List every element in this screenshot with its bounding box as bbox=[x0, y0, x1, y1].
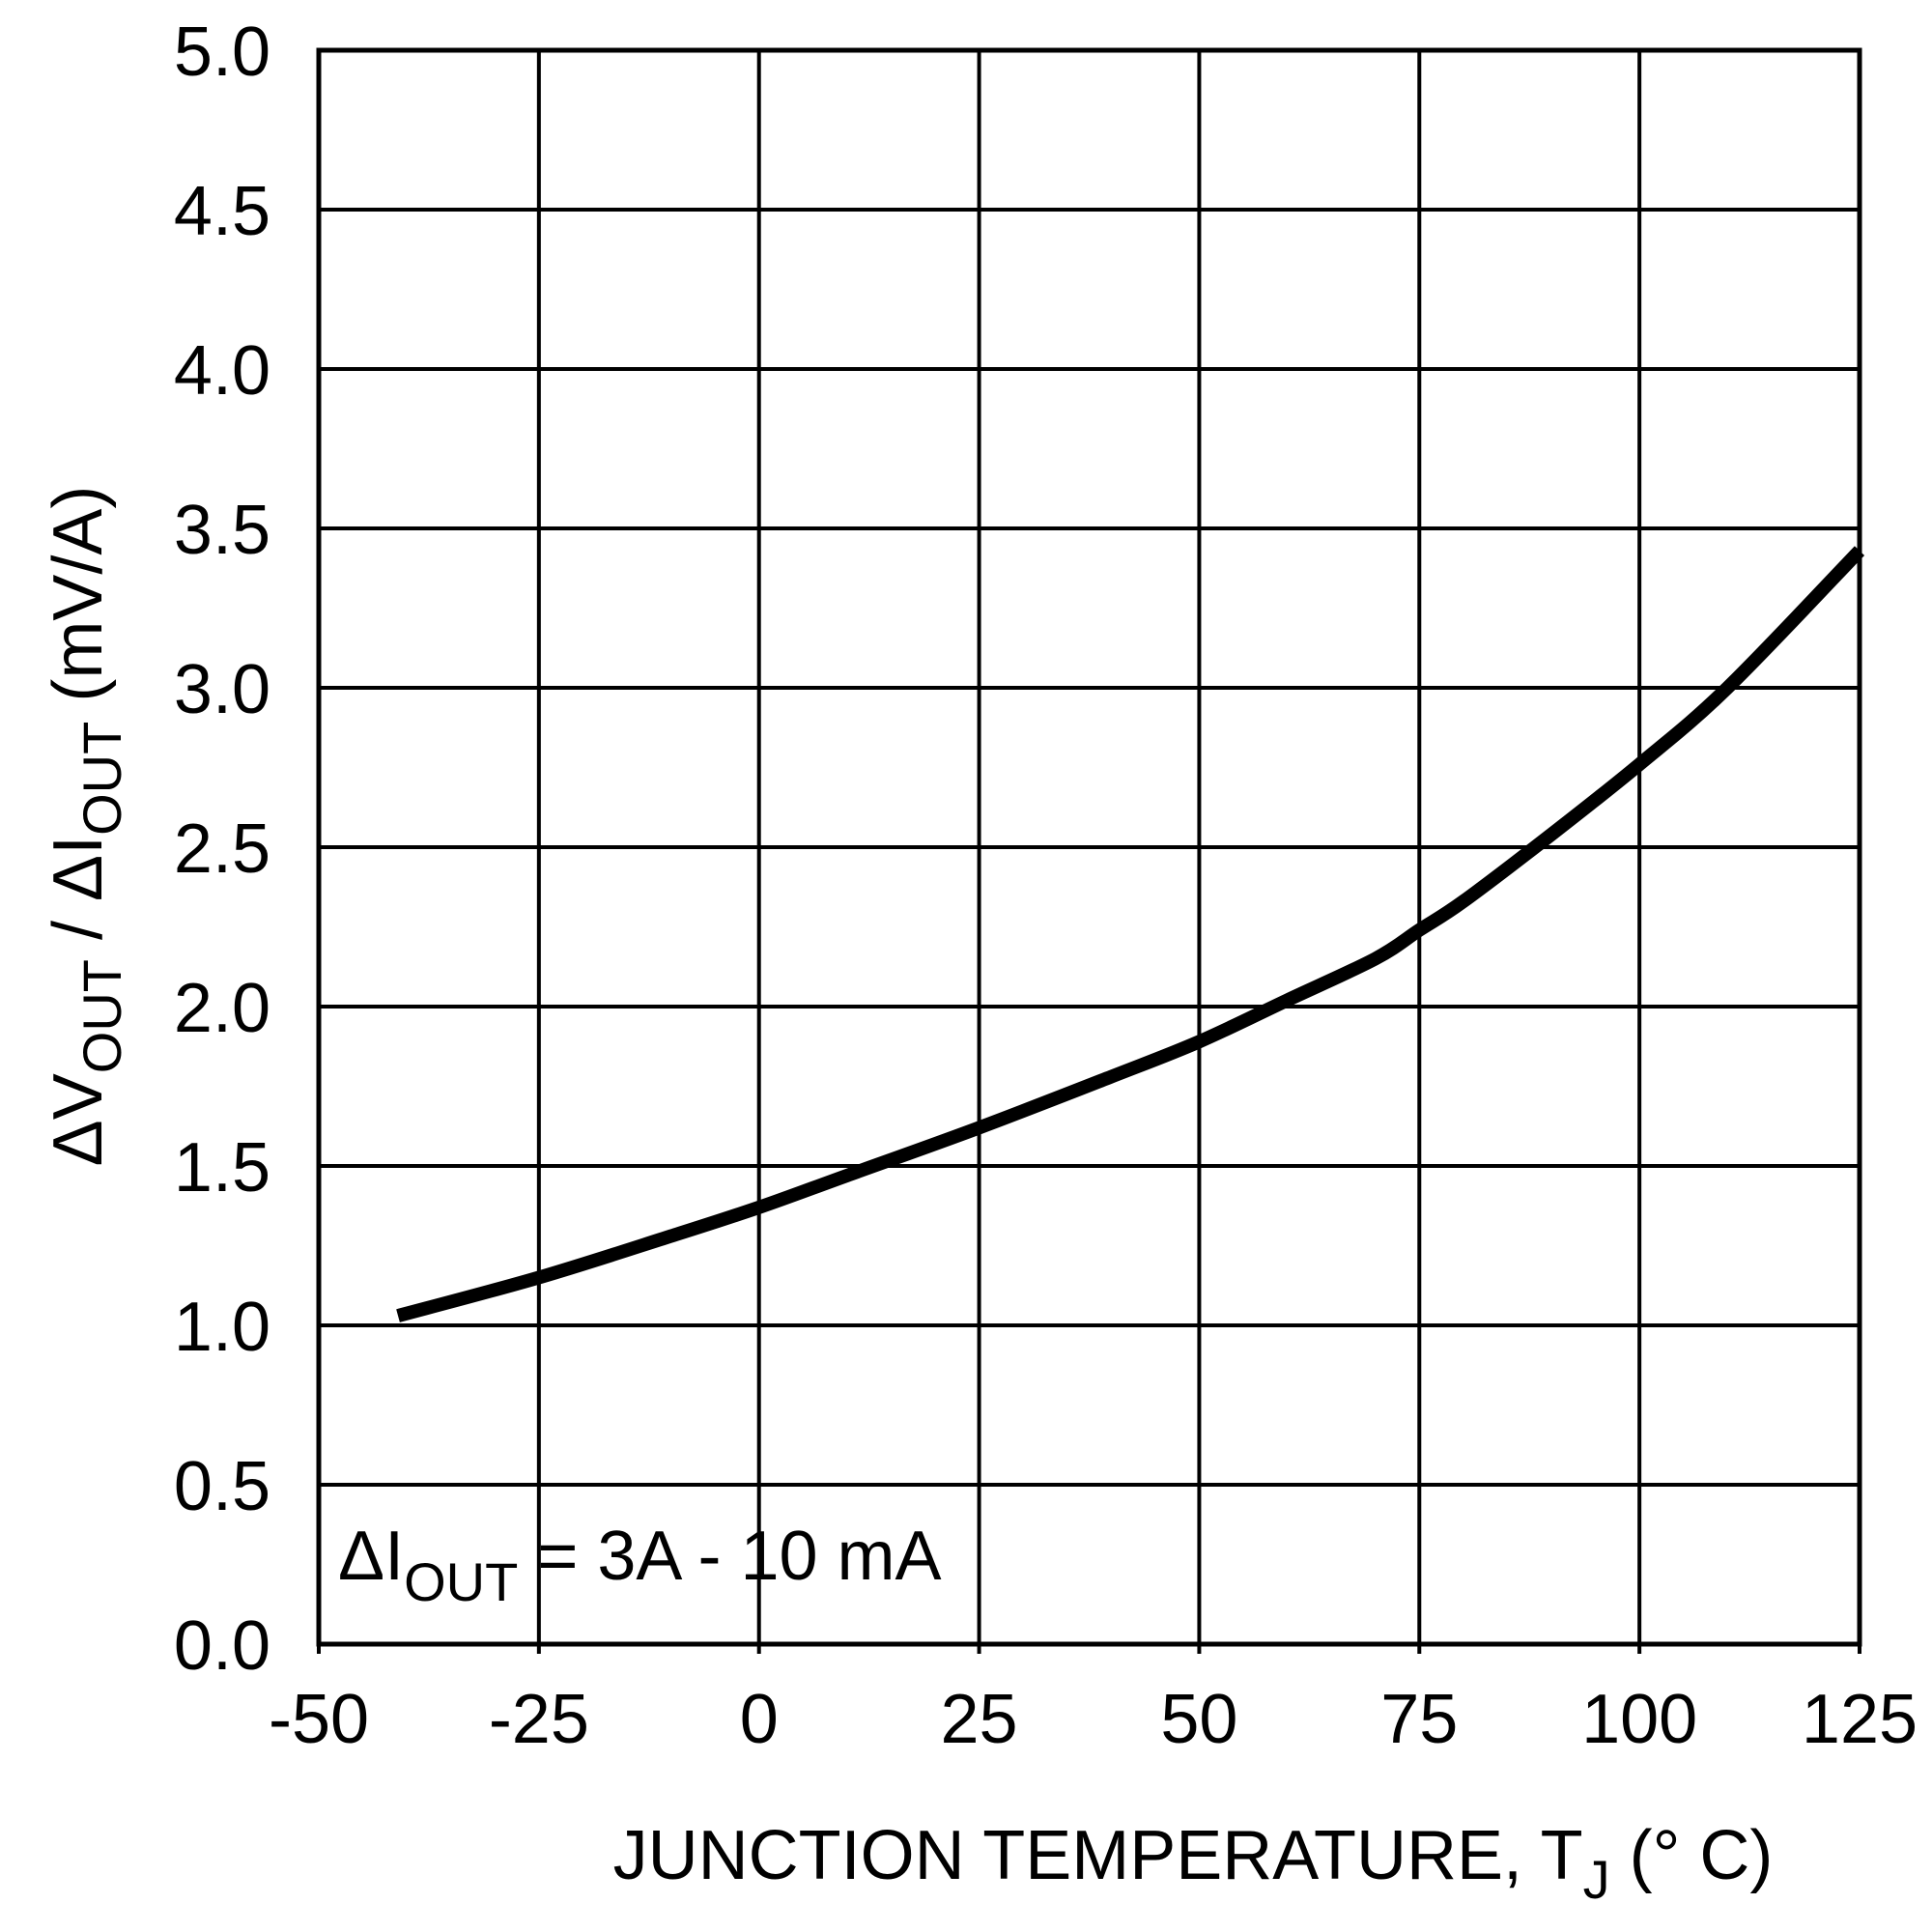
y-tick-label: 1.5 bbox=[174, 1129, 270, 1207]
y-tick-label: 2.5 bbox=[174, 810, 270, 888]
y-tick-label: 4.0 bbox=[174, 332, 270, 410]
y-tick-label: 2.0 bbox=[174, 970, 270, 1047]
y-tick-label: 5.0 bbox=[174, 14, 270, 91]
x-tick-label: 50 bbox=[1160, 1681, 1237, 1758]
x-tick-label: 0 bbox=[740, 1681, 779, 1758]
x-tick-label: -25 bbox=[489, 1681, 589, 1758]
x-tick-labels: -50 -25 0 25 50 75 100 125 bbox=[269, 1681, 1918, 1758]
series-line bbox=[396, 546, 1865, 1322]
x-axis-title: JUNCTION TEMPERATURE, TJ (° C) bbox=[613, 1817, 1774, 1910]
y-axis-title: ΔVOUT / ΔIOUT (mV/A) bbox=[40, 486, 132, 1167]
y-tick-labels: 0.0 0.5 1.0 1.5 2.0 2.5 3.0 3.5 4.0 4.5 5.0 bbox=[174, 14, 270, 1685]
annotation: ΔIOUT = 3A - 10 mA bbox=[338, 1518, 942, 1612]
series-layer bbox=[396, 546, 1865, 1322]
y-tick-label: 0.0 bbox=[174, 1607, 270, 1685]
plot-frame bbox=[316, 47, 1862, 1647]
y-tick-label: 0.5 bbox=[174, 1448, 270, 1525]
y-tick-label: 3.0 bbox=[174, 651, 270, 728]
y-tick-label: 1.0 bbox=[174, 1289, 270, 1366]
x-tick-label: 125 bbox=[1802, 1681, 1918, 1758]
x-tick-label: 25 bbox=[941, 1681, 1018, 1758]
grid bbox=[317, 48, 1861, 1654]
x-tick-label: 75 bbox=[1380, 1681, 1458, 1758]
y-tick-label: 4.5 bbox=[174, 173, 270, 250]
x-tick-label: 100 bbox=[1581, 1681, 1697, 1758]
x-tick-label: -50 bbox=[269, 1681, 369, 1758]
y-tick-label: 3.5 bbox=[174, 492, 270, 569]
